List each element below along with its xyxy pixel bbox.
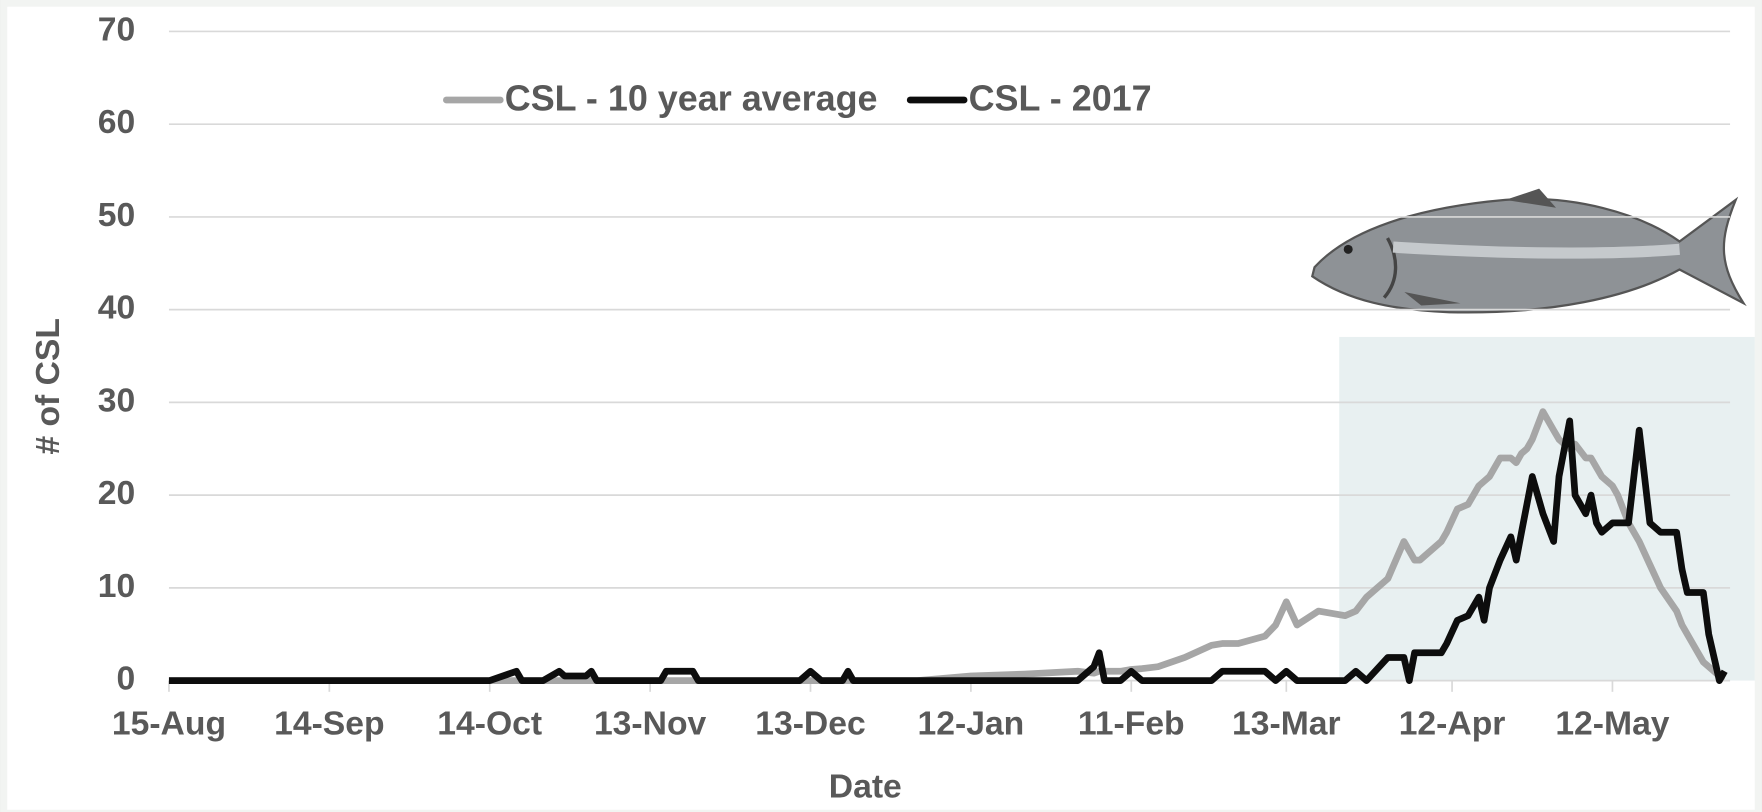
y-axis-label: # of CSL [30, 318, 67, 455]
y-tick-label: 50 [98, 197, 135, 234]
x-tick-label: 15-Aug [112, 705, 226, 742]
x-tick-label: 12-Jan [918, 705, 1025, 742]
fish-illustration [1310, 188, 1747, 314]
legend-label: CSL - 10 year average [505, 78, 878, 119]
x-tick-label: 11-Feb [1078, 705, 1185, 742]
series-line [168, 417, 1728, 684]
legend-label: CSL - 2017 [969, 78, 1152, 119]
y-tick-label: 10 [98, 568, 135, 605]
y-tick-label: 0 [117, 661, 136, 698]
x-tick-label: 12-Apr [1399, 705, 1506, 742]
y-tick-label: 20 [98, 475, 135, 512]
x-tick-label: 14-Oct [437, 705, 542, 742]
x-tick-label: 13-Mar [1232, 705, 1341, 742]
y-tick-label: 40 [98, 290, 135, 327]
x-tick-label: 13-Nov [594, 705, 707, 742]
x-tick-label: 13-Dec [755, 705, 866, 742]
highlight-region [1339, 336, 1755, 681]
y-tick-label: 30 [98, 382, 135, 419]
y-tick-label: 70 [98, 11, 135, 48]
x-axis-label: Date [829, 768, 902, 805]
x-tick-label: 12-May [1555, 705, 1669, 742]
x-tick-label: 14-Sep [274, 705, 384, 742]
y-tick-label: 60 [98, 104, 135, 141]
